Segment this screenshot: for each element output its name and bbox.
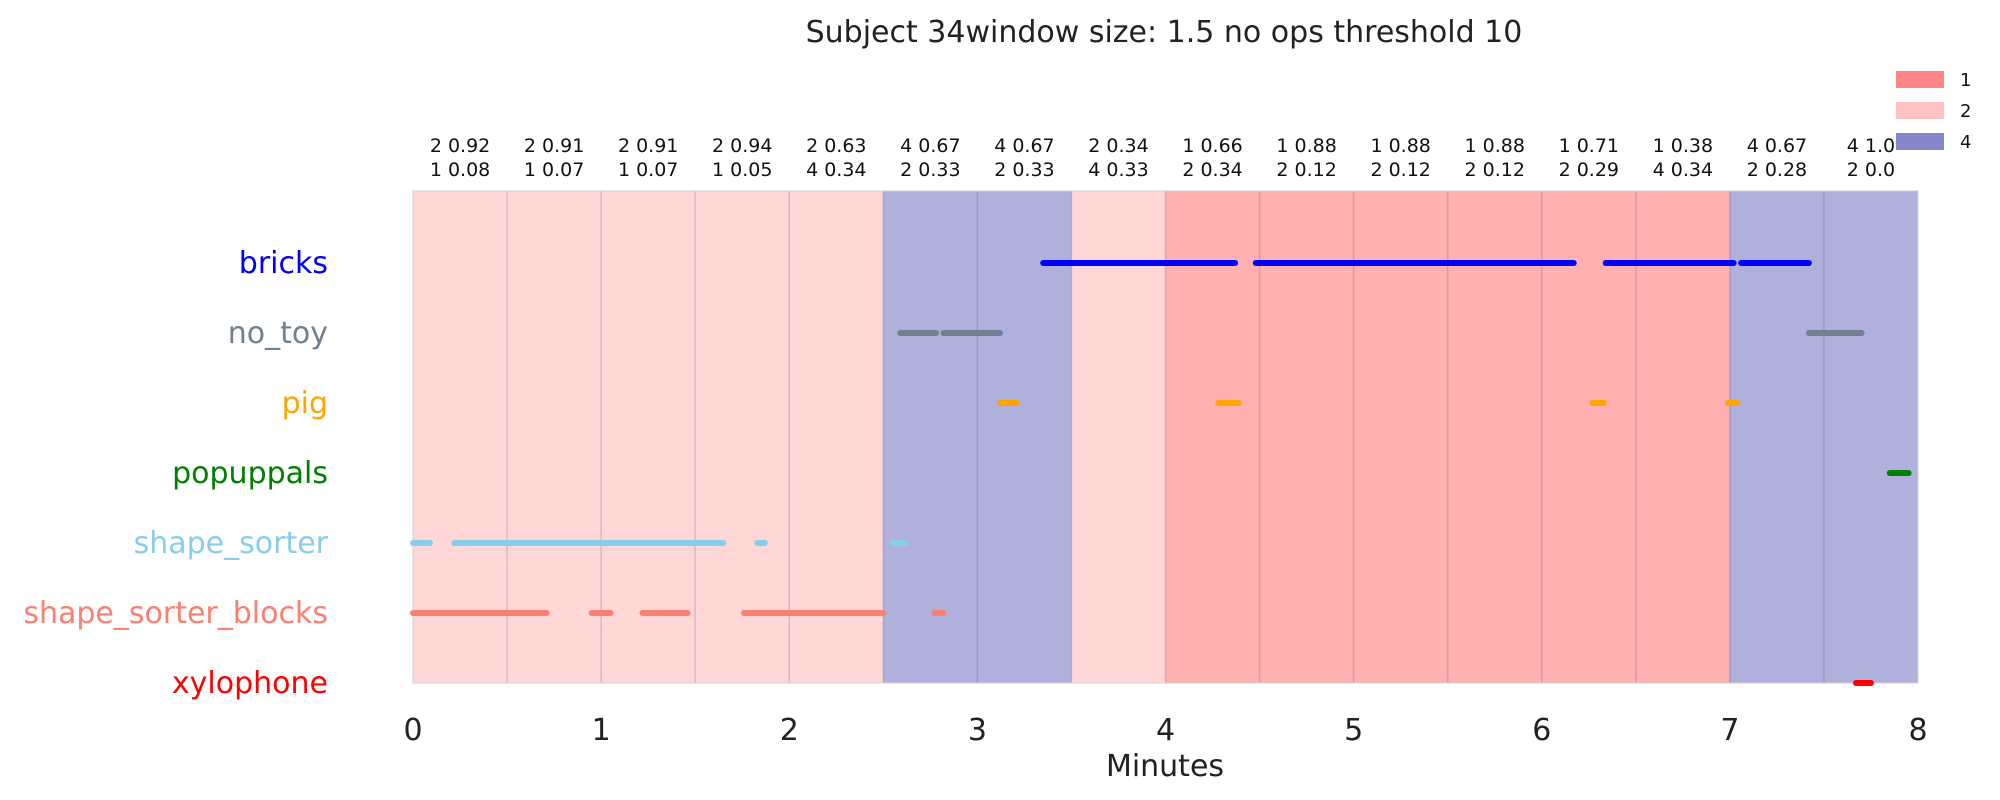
legend-swatch-2 xyxy=(1896,102,1944,119)
window-score-labels: 2 0.921 0.082 0.911 0.072 0.911 0.072 0.… xyxy=(430,135,1895,181)
legend: 1 2 4 xyxy=(1896,70,1971,153)
chart-title: Subject 34window size: 1.5 no ops thresh… xyxy=(806,15,1523,50)
window-band-0 xyxy=(413,191,508,683)
x-tick-4: 4 xyxy=(1156,713,1175,748)
window-band-8 xyxy=(1165,191,1260,683)
window-label-bottom-11: 2 0.12 xyxy=(1465,159,1525,181)
window-label-bottom-9: 2 0.12 xyxy=(1276,159,1336,181)
x-axis-label: Minutes xyxy=(1106,749,1224,784)
window-label-top-10: 1 0.88 xyxy=(1370,135,1430,157)
legend-swatch-1 xyxy=(1896,71,1944,88)
window-label-bottom-12: 2 0.29 xyxy=(1559,159,1619,181)
window-label-top-14: 4 0.67 xyxy=(1747,135,1807,157)
window-label-top-4: 2 0.63 xyxy=(806,135,866,157)
window-band-13 xyxy=(1635,191,1730,683)
toy-label-xylophone: xylophone xyxy=(172,666,328,701)
legend-label-4: 4 xyxy=(1960,132,1971,153)
toy-label-no-toy: no_toy xyxy=(228,316,328,351)
legend-swatch-4 xyxy=(1896,133,1944,150)
window-label-bottom-8: 2 0.34 xyxy=(1182,159,1242,181)
window-label-bottom-14: 2 0.28 xyxy=(1747,159,1807,181)
window-band-9 xyxy=(1259,191,1354,683)
window-label-bottom-4: 4 0.34 xyxy=(806,159,866,181)
window-label-bottom-0: 1 0.08 xyxy=(430,159,490,181)
window-label-top-11: 1 0.88 xyxy=(1465,135,1525,157)
x-tick-5: 5 xyxy=(1344,713,1363,748)
window-band-6 xyxy=(977,191,1072,683)
window-label-top-1: 2 0.91 xyxy=(524,135,584,157)
x-tick-6: 6 xyxy=(1532,713,1551,748)
window-band-15 xyxy=(1823,191,1918,683)
window-label-bottom-5: 2 0.33 xyxy=(900,159,960,181)
window-label-top-3: 2 0.94 xyxy=(712,135,772,157)
toy-label-popuppals: popuppals xyxy=(172,456,328,491)
window-label-bottom-13: 4 0.34 xyxy=(1653,159,1713,181)
x-tick-3: 3 xyxy=(968,713,987,748)
x-tick-7: 7 xyxy=(1720,713,1739,748)
x-tick-labels: 0 1 2 3 4 5 6 7 8 xyxy=(403,713,1927,748)
window-band-5 xyxy=(883,191,978,683)
window-label-top-13: 1 0.38 xyxy=(1653,135,1713,157)
window-bands xyxy=(413,191,1918,683)
window-label-top-7: 2 0.34 xyxy=(1088,135,1148,157)
window-label-bottom-15: 2 0.0 xyxy=(1847,159,1895,181)
legend-label-2: 2 xyxy=(1960,101,1971,122)
window-band-4 xyxy=(789,191,884,683)
window-band-14 xyxy=(1729,191,1824,683)
window-band-10 xyxy=(1353,191,1448,683)
window-label-bottom-10: 2 0.12 xyxy=(1370,159,1430,181)
toy-label-bricks: bricks xyxy=(239,246,328,281)
x-tick-0: 0 xyxy=(403,713,422,748)
window-band-7 xyxy=(1071,191,1166,683)
window-label-bottom-7: 4 0.33 xyxy=(1088,159,1148,181)
window-label-bottom-2: 1 0.07 xyxy=(618,159,678,181)
window-label-bottom-3: 1 0.05 xyxy=(712,159,772,181)
window-band-3 xyxy=(695,191,790,683)
window-label-top-12: 1 0.71 xyxy=(1559,135,1619,157)
window-label-top-2: 2 0.91 xyxy=(618,135,678,157)
x-tick-1: 1 xyxy=(592,713,611,748)
window-label-top-9: 1 0.88 xyxy=(1276,135,1336,157)
window-label-top-8: 1 0.66 xyxy=(1182,135,1242,157)
window-band-12 xyxy=(1541,191,1636,683)
window-label-bottom-6: 2 0.33 xyxy=(994,159,1054,181)
plot-frame xyxy=(412,190,1919,684)
toy-label-shape-sorter: shape_sorter xyxy=(134,526,329,561)
toy-label-shape-sorter-blocks: shape_sorter_blocks xyxy=(23,596,328,631)
x-tick-2: 2 xyxy=(780,713,799,748)
window-band-2 xyxy=(601,191,696,683)
window-label-top-6: 4 0.67 xyxy=(994,135,1054,157)
window-label-top-5: 4 0.67 xyxy=(900,135,960,157)
window-label-top-0: 2 0.92 xyxy=(430,135,490,157)
legend-label-1: 1 xyxy=(1960,70,1971,91)
toy-segments xyxy=(410,260,1912,686)
window-band-11 xyxy=(1447,191,1542,683)
toy-label-pig: pig xyxy=(282,386,328,421)
window-label-top-15: 4 1.0 xyxy=(1847,135,1895,157)
x-tick-8: 8 xyxy=(1908,713,1927,748)
window-band-1 xyxy=(507,191,602,683)
window-dividers xyxy=(506,191,1825,683)
window-label-bottom-1: 1 0.07 xyxy=(524,159,584,181)
